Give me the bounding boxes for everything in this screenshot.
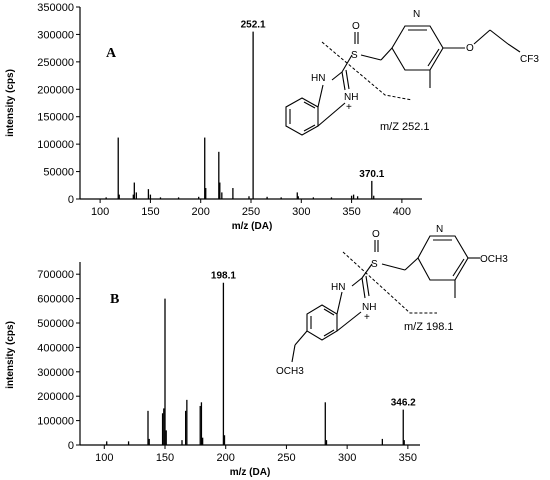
panel-b-y-tick-label: 0 (68, 440, 74, 452)
panel-a-x-tick-label: 300 (292, 206, 310, 218)
panel-a-x-tick-label: 250 (242, 206, 260, 218)
panel-b-x-tick-label: 200 (217, 452, 235, 464)
panel-b-peak-label: 346.2 (391, 398, 416, 409)
panel-a-x-tick-label: 350 (342, 206, 360, 218)
panel-b-x-axis-label: m/z (DA) (230, 467, 271, 478)
panel-b-x-tick-label: 100 (95, 452, 113, 464)
panel-a-y-tick-label: 150000 (37, 112, 74, 124)
panel-b-hn-label: HN (331, 282, 345, 293)
panel-a-chart: 0 50000 100000 150000 200000 250000 300000 3500… (5, 2, 422, 232)
panel-b-peak-label: 198.1 (211, 271, 236, 282)
panel-a-plus-label: + (346, 102, 352, 113)
panel-b-y-tick-label: 100000 (37, 416, 74, 428)
panel-a-s-label: S (351, 50, 358, 61)
panel-a-letter: A (106, 46, 117, 61)
panel-b-chart: 0 100000 200000 300000 400000 500000 600000 700… (5, 262, 420, 478)
panel-a-y-axis-label: intensity (cps) (5, 69, 16, 137)
panel-a-nh-label: NH (344, 92, 358, 103)
panel-b-y-tick-label: 600000 (37, 294, 74, 306)
panel-b-x-tick-label: 250 (277, 452, 295, 464)
panel-a-y-tick-label: 50000 (43, 167, 74, 179)
panel-b-o-label: O (372, 229, 380, 240)
panel-b-fragment-annotation: m/Z 198.1 (404, 321, 454, 333)
panel-a-y-tick-label: 200000 (37, 84, 74, 96)
panel-a-cf3-label: CF3 (520, 54, 539, 65)
panel-b-och3-left-label: OCH3 (276, 366, 304, 377)
panel-b-y-tick-label: 500000 (37, 318, 74, 330)
panel-a-n-label: N (413, 9, 420, 20)
panel-a-x-axis-label: m/z (DA) (232, 221, 273, 232)
panel-b-s-label: S (371, 259, 378, 270)
panel-a-peak-label: 370.1 (359, 169, 384, 180)
panel-a-x-tick-label: 100 (91, 206, 109, 218)
panel-a-y-tick-label: 350000 (37, 2, 74, 14)
panel-a-hn-label: HN (311, 73, 325, 84)
panel-b-x-tick-label: 150 (156, 452, 174, 464)
panel-b-x-tick-label: 300 (338, 452, 356, 464)
panel-b-structure: HN NH + S O N OCH3 OCH3 m/Z 198.1 (276, 224, 508, 377)
panel-b-y-tick-label: 400000 (37, 342, 74, 354)
panel-a-structure: HN NH + S O N O CF3 m/Z 252.1 (285, 9, 539, 136)
panel-b-y-tick-label: 700000 (37, 269, 74, 281)
panel-a-fragment-annotation: m/Z 252.1 (380, 121, 430, 133)
panel-a-peak-label: 252.1 (241, 20, 266, 31)
panel-a-ether-o-label: O (466, 43, 474, 54)
panel-a-x-tick-label: 200 (192, 206, 210, 218)
panel-b-x-tick-label: 350 (399, 452, 417, 464)
panel-a-x-tick-label: 400 (393, 206, 411, 218)
panel-b-y-axis-label: intensity (cps) (5, 321, 16, 389)
panel-a-y-tick-label: 0 (68, 194, 74, 206)
panel-b-y-tick-label: 300000 (37, 367, 74, 379)
panel-a-o-label: O (352, 21, 360, 32)
panel-a-x-tick-label: 150 (141, 206, 159, 218)
panel-b-nh-label: NH (362, 302, 376, 313)
panel-a-y-tick-label: 250000 (37, 57, 74, 69)
panel-b-plus-label: + (364, 312, 370, 323)
panel-b-och3-right-label: OCH3 (480, 254, 508, 265)
panel-a-y-tick-label: 300000 (37, 29, 74, 41)
panel-b-n-label: N (436, 224, 443, 235)
panel-a-y-tick-label: 100000 (37, 139, 74, 151)
panel-b-y-tick-label: 200000 (37, 391, 74, 403)
panel-b-letter: B (110, 292, 119, 307)
